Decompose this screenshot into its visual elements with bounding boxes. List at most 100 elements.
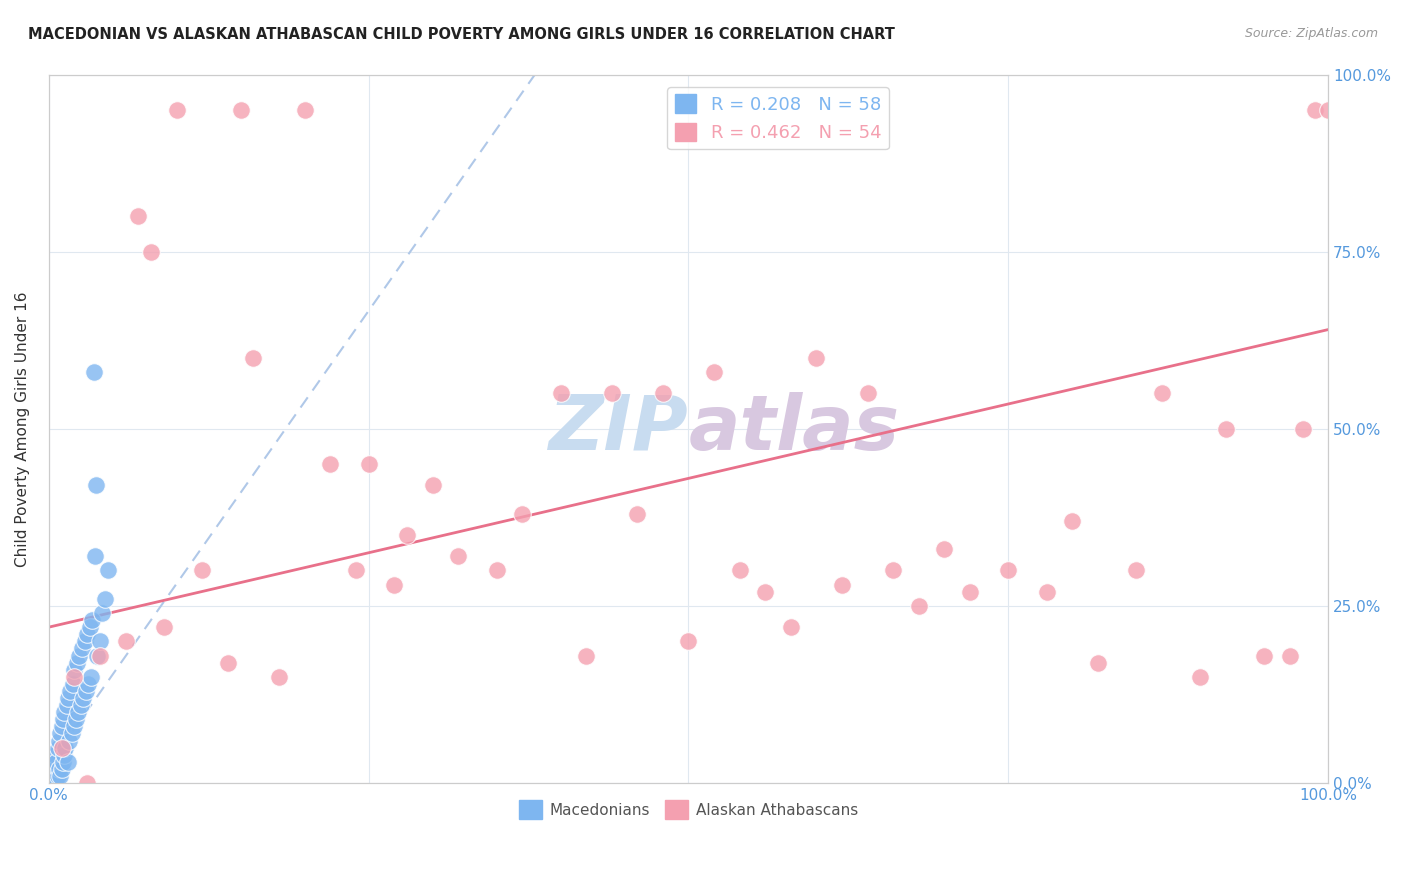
Point: [55, 698, 77, 712]
Point: [48, 733, 70, 747]
Point: [67, 705, 90, 719]
Point: [82, 613, 104, 627]
Point: [447, 549, 470, 564]
Point: [1291, 422, 1313, 436]
Point: [678, 634, 700, 648]
Point: [52, 755, 75, 769]
Point: [1125, 564, 1147, 578]
Point: [395, 528, 418, 542]
Point: [69, 648, 91, 663]
Point: [485, 564, 508, 578]
Point: [46, 769, 69, 783]
Point: [575, 648, 598, 663]
Point: [39, 776, 62, 790]
Point: [84, 478, 107, 492]
Point: [997, 564, 1019, 578]
Point: [86, 648, 108, 663]
Point: [357, 457, 380, 471]
Point: [1035, 584, 1057, 599]
Point: [191, 564, 214, 578]
Point: [856, 386, 879, 401]
Point: [806, 351, 828, 365]
Point: [80, 670, 103, 684]
Point: [76, 776, 98, 790]
Point: [651, 386, 673, 401]
Point: [49, 726, 72, 740]
Point: [89, 634, 111, 648]
Text: ZIP: ZIP: [548, 392, 689, 466]
Point: [51, 762, 73, 776]
Point: [39, 776, 62, 790]
Point: [217, 656, 239, 670]
Point: [1278, 648, 1301, 663]
Text: atlas: atlas: [689, 392, 900, 466]
Point: [907, 599, 929, 613]
Point: [600, 386, 623, 401]
Point: [55, 740, 77, 755]
Point: [94, 591, 117, 606]
Text: Source: ZipAtlas.com: Source: ZipAtlas.com: [1244, 27, 1378, 40]
Point: [754, 584, 776, 599]
Point: [48, 762, 70, 776]
Point: [959, 584, 981, 599]
Point: [127, 209, 149, 223]
Point: [53, 705, 76, 719]
Point: [45, 755, 67, 769]
Point: [83, 549, 105, 564]
Point: [1062, 514, 1084, 528]
Point: [139, 244, 162, 259]
Legend: Macedonians, Alaskan Athabascans: Macedonians, Alaskan Athabascans: [513, 794, 865, 825]
Text: MACEDONIAN VS ALASKAN ATHABASCAN CHILD POVERTY AMONG GIRLS UNDER 16 CORRELATION : MACEDONIAN VS ALASKAN ATHABASCAN CHILD P…: [28, 27, 896, 42]
Point: [49, 769, 72, 783]
Point: [550, 386, 572, 401]
Point: [65, 712, 87, 726]
Point: [1215, 422, 1237, 436]
Point: [728, 564, 751, 578]
Point: [79, 620, 101, 634]
Point: [114, 634, 136, 648]
Point: [153, 620, 176, 634]
Point: [69, 698, 91, 712]
Point: [53, 747, 76, 762]
Point: [382, 577, 405, 591]
Point: [510, 507, 533, 521]
Y-axis label: Child Poverty Among Girls Under 16: Child Poverty Among Girls Under 16: [15, 291, 30, 566]
Point: [44, 747, 66, 762]
Point: [41, 769, 63, 783]
Point: [77, 677, 100, 691]
Point: [97, 564, 120, 578]
Point: [89, 648, 111, 663]
Point: [76, 627, 98, 641]
Point: [52, 712, 75, 726]
Point: [294, 103, 316, 117]
Point: [51, 719, 73, 733]
Point: [779, 620, 801, 634]
Point: [66, 656, 89, 670]
Point: [831, 577, 853, 591]
Point: [42, 776, 65, 790]
Point: [42, 755, 65, 769]
Point: [344, 564, 367, 578]
Point: [58, 733, 80, 747]
Point: [166, 103, 188, 117]
Point: [63, 719, 86, 733]
Point: [882, 564, 904, 578]
Point: [229, 103, 252, 117]
Point: [60, 726, 83, 740]
Point: [44, 762, 66, 776]
Point: [75, 684, 97, 698]
Point: [626, 507, 648, 521]
Point: [1189, 670, 1212, 684]
Point: [91, 606, 114, 620]
Point: [51, 740, 73, 755]
Point: [62, 677, 84, 691]
Point: [73, 634, 96, 648]
Point: [42, 769, 65, 783]
Point: [44, 776, 66, 790]
Point: [267, 670, 290, 684]
Point: [703, 365, 725, 379]
Point: [242, 351, 264, 365]
Point: [422, 478, 444, 492]
Point: [83, 365, 105, 379]
Point: [41, 776, 63, 790]
